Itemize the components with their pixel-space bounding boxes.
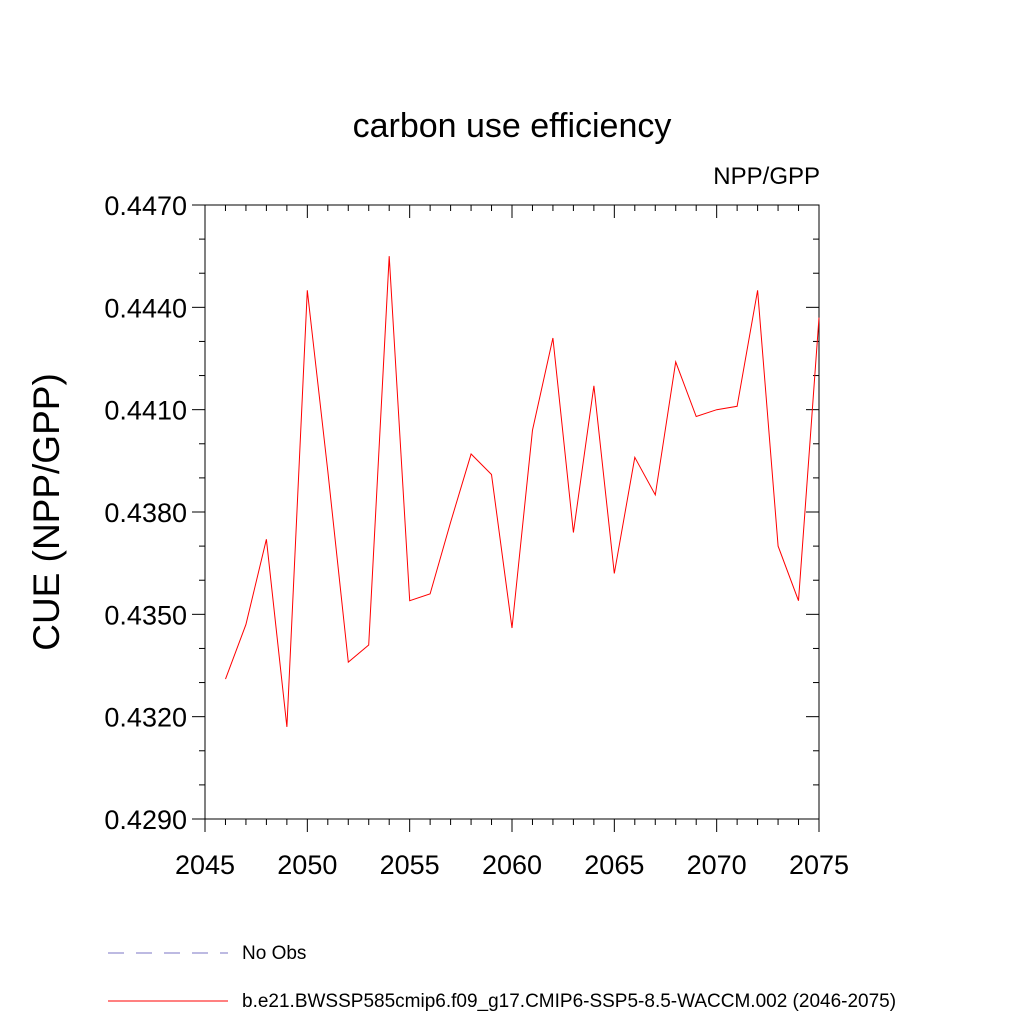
x-tick-labels: 2045 2050 2055 2060 2065 2070 2075 [175,850,849,880]
chart-title: carbon use efficiency [353,107,672,145]
x-tick-label: 2055 [380,850,440,880]
legend-label-model-run: b.e21.BWSSP585cmip6.f09_g17.CMIP6-SSP5-8… [242,991,896,1012]
x-tick-label: 2070 [687,850,747,880]
y-tick-label: 0.4440 [104,293,187,323]
y-tick-label: 0.4350 [104,600,187,630]
series-line-0 [225,256,820,727]
x-tick-label: 2075 [789,850,849,880]
axis-ticks [192,204,820,832]
x-tick-label: 2060 [482,850,542,880]
legend: No Obs b.e21.BWSSP585cmip6.f09_g17.CMIP6… [108,943,896,1012]
units-label: NPP/GPP [713,163,820,190]
y-tick-label: 0.4380 [104,498,187,528]
x-tick-label: 2045 [175,850,235,880]
y-tick-label: 0.4410 [104,396,187,426]
y-tick-labels: 0.4290 0.4320 0.4350 0.4380 0.4410 0.4440 0.44… [104,191,187,835]
series-group [225,256,820,727]
y-axis-label: CUE (NPP/GPP) [26,373,67,651]
legend-label-no-obs: No Obs [242,943,306,964]
y-tick-label: 0.4470 [104,191,187,221]
x-tick-label: 2050 [277,850,337,880]
x-tick-label: 2065 [584,850,644,880]
y-tick-label: 0.4290 [104,805,187,835]
y-tick-label: 0.4320 [104,703,187,733]
